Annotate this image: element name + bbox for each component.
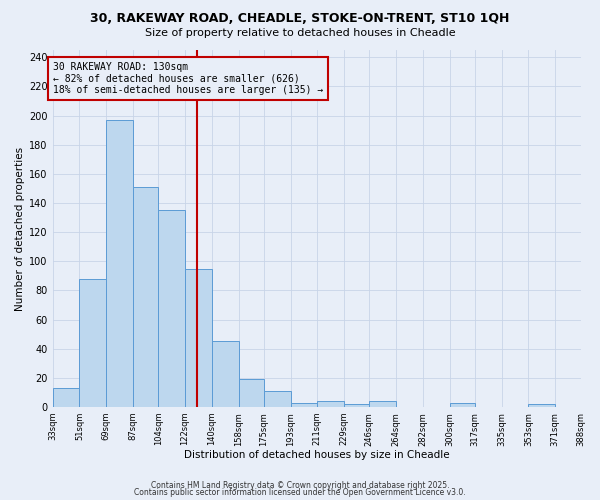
Bar — [158, 210, 185, 407]
Bar — [53, 388, 79, 407]
Bar — [290, 402, 317, 407]
Text: 30, RAKEWAY ROAD, CHEADLE, STOKE-ON-TRENT, ST10 1QH: 30, RAKEWAY ROAD, CHEADLE, STOKE-ON-TREN… — [91, 12, 509, 26]
Text: Size of property relative to detached houses in Cheadle: Size of property relative to detached ho… — [145, 28, 455, 38]
Bar — [79, 279, 106, 407]
Y-axis label: Number of detached properties: Number of detached properties — [15, 146, 25, 310]
Bar — [106, 120, 133, 407]
Bar — [212, 342, 239, 407]
Text: Contains HM Land Registry data © Crown copyright and database right 2025.: Contains HM Land Registry data © Crown c… — [151, 480, 449, 490]
Bar — [185, 268, 212, 407]
X-axis label: Distribution of detached houses by size in Cheadle: Distribution of detached houses by size … — [184, 450, 449, 460]
Bar — [264, 391, 290, 407]
Bar — [344, 404, 370, 407]
Text: Contains public sector information licensed under the Open Government Licence v3: Contains public sector information licen… — [134, 488, 466, 497]
Bar — [370, 401, 396, 407]
Bar — [449, 402, 475, 407]
Bar — [239, 380, 264, 407]
Text: 30 RAKEWAY ROAD: 130sqm
← 82% of detached houses are smaller (626)
18% of semi-d: 30 RAKEWAY ROAD: 130sqm ← 82% of detache… — [53, 62, 323, 95]
Bar — [317, 401, 344, 407]
Bar — [529, 404, 555, 407]
Bar — [133, 187, 158, 407]
